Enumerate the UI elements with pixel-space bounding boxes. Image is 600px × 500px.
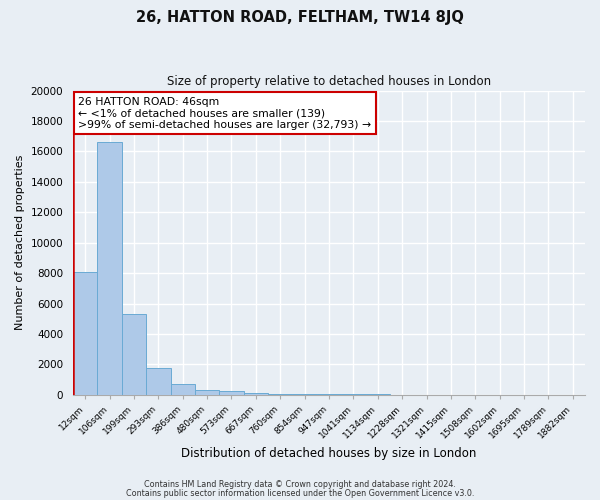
Bar	[170, 384, 195, 395]
Text: 26 HATTON ROAD: 46sqm
← <1% of detached houses are smaller (139)
>99% of semi-de: 26 HATTON ROAD: 46sqm ← <1% of detached …	[78, 96, 371, 130]
X-axis label: Distribution of detached houses by size in London: Distribution of detached houses by size …	[181, 447, 477, 460]
Bar	[317, 394, 341, 395]
Bar	[73, 272, 97, 395]
Bar	[268, 394, 292, 395]
Bar	[244, 394, 268, 395]
Y-axis label: Number of detached properties: Number of detached properties	[15, 155, 25, 330]
Title: Size of property relative to detached houses in London: Size of property relative to detached ho…	[167, 75, 491, 88]
Bar	[146, 368, 170, 395]
Bar	[195, 390, 220, 395]
Bar	[220, 391, 244, 395]
Text: Contains HM Land Registry data © Crown copyright and database right 2024.: Contains HM Land Registry data © Crown c…	[144, 480, 456, 489]
Text: Contains public sector information licensed under the Open Government Licence v3: Contains public sector information licen…	[126, 490, 474, 498]
Bar	[97, 142, 122, 395]
Text: 26, HATTON ROAD, FELTHAM, TW14 8JQ: 26, HATTON ROAD, FELTHAM, TW14 8JQ	[136, 10, 464, 25]
Bar	[122, 314, 146, 395]
Bar	[292, 394, 317, 395]
